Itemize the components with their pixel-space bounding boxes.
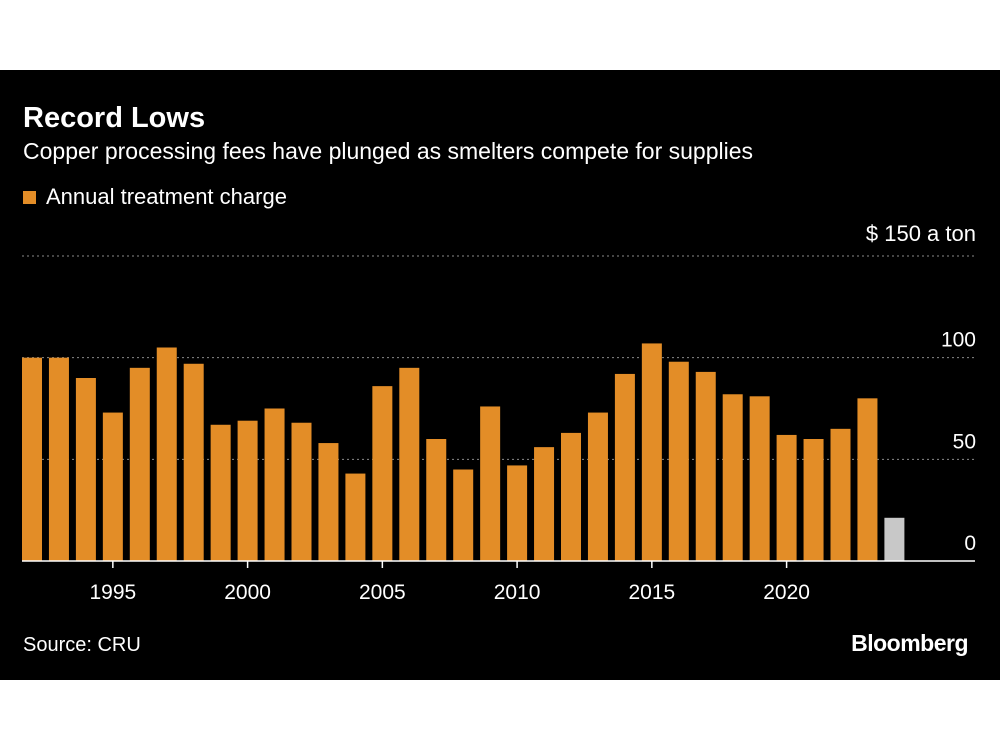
- bar-2021: [803, 439, 824, 561]
- bar-2019: [749, 396, 770, 561]
- bar-2007: [426, 439, 447, 561]
- chart-panel: Record Lows Copper processing fees have …: [0, 70, 1000, 680]
- y-tick-label-100: 100: [941, 329, 976, 352]
- y-axis-unit-label: $ 150 a ton: [865, 221, 976, 246]
- bar-1997: [156, 347, 177, 561]
- bar-2013: [587, 412, 608, 561]
- legend-label: Annual treatment charge: [46, 184, 287, 209]
- bar-2004: [345, 473, 366, 561]
- bar-2005: [372, 386, 393, 561]
- legend-swatch: [23, 190, 36, 204]
- chart-subtitle: Copper processing fees have plunged as s…: [23, 138, 754, 164]
- bar-chart: 0 50 100 1995 2000 2005 2010 2015 2020: [22, 255, 976, 604]
- bar-2009: [480, 406, 501, 561]
- y-tick-label-0: 0: [964, 532, 976, 555]
- x-tick-label-2010: 2010: [494, 581, 541, 604]
- bar-1999: [210, 424, 231, 561]
- bar-2014: [614, 373, 635, 561]
- x-tick-label-1995: 1995: [89, 581, 136, 604]
- bar-2006: [399, 367, 420, 561]
- bar-2016: [668, 361, 689, 561]
- bar-2008: [453, 469, 474, 561]
- bar-2010: [507, 465, 528, 561]
- x-tick-label-2020: 2020: [763, 581, 810, 604]
- bar-1995: [102, 412, 123, 561]
- bar-2015: [641, 343, 662, 561]
- bar-1994: [75, 378, 96, 561]
- bar-2003: [318, 443, 339, 561]
- bar-2017: [695, 371, 716, 561]
- bar-2000: [237, 420, 258, 561]
- bar-2001: [264, 408, 285, 561]
- bar-1992: [22, 357, 42, 561]
- bar-1993: [48, 357, 69, 561]
- bar-2020: [776, 434, 797, 561]
- chart-title: Record Lows: [23, 102, 206, 134]
- bloomberg-logo: Bloomberg: [851, 630, 968, 656]
- bar-2018: [722, 394, 743, 561]
- x-tick-label-2000: 2000: [224, 581, 271, 604]
- bar-2024: [884, 517, 905, 561]
- source-note: Source: CRU: [23, 634, 141, 656]
- x-tick-label-2005: 2005: [359, 581, 406, 604]
- legend: Annual treatment charge: [23, 184, 287, 210]
- bar-2022: [830, 428, 851, 561]
- bar-2011: [534, 447, 555, 561]
- bar-1996: [129, 367, 150, 561]
- x-tick-label-2015: 2015: [628, 581, 675, 604]
- bar-2023: [857, 398, 878, 561]
- bar-1998: [183, 363, 204, 561]
- bar-2002: [291, 422, 312, 561]
- y-tick-label-50: 50: [953, 430, 976, 453]
- bar-2012: [561, 432, 581, 561]
